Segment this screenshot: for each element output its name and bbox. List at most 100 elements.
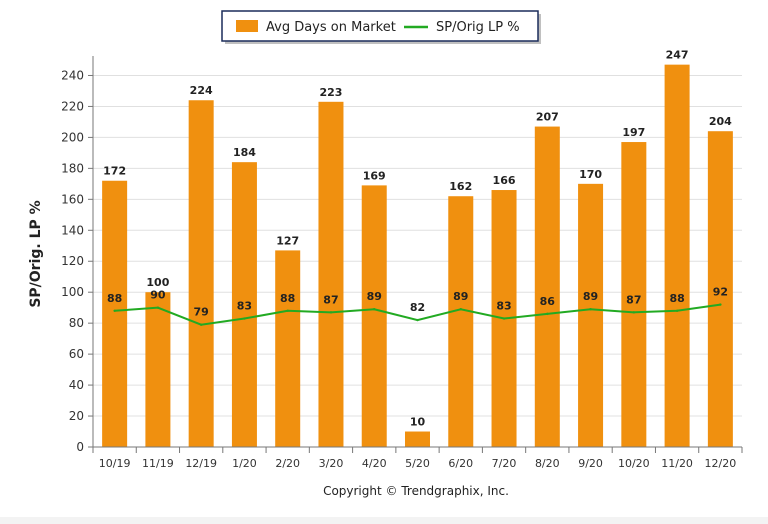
line-value-label: 92	[713, 286, 728, 299]
bar	[664, 64, 690, 448]
x-tick-label: 6/20	[448, 457, 473, 470]
x-axis: 10/19 11/19 12/19 1/20 2/20 3/20 4/20 5/20 6/20 7…	[92, 446, 743, 470]
y-tick-label: 220	[61, 99, 84, 113]
x-tick-label: 7/20	[492, 457, 517, 470]
bar-value-label: 162	[449, 180, 472, 193]
line-point	[502, 317, 506, 320]
line-point	[675, 309, 679, 312]
line-point	[329, 311, 333, 314]
y-tick-label: 0	[76, 440, 84, 454]
y-axis-label: SP/Orig. LP %	[28, 200, 44, 307]
x-tick-label: 12/19	[185, 457, 217, 470]
line-point	[546, 312, 549, 316]
y-tick-label: 80	[69, 316, 84, 330]
y-tick-label: 100	[61, 285, 84, 299]
bar-value-label: 197	[622, 126, 645, 139]
x-tick-label: 3/20	[319, 457, 344, 470]
line-point	[286, 309, 289, 312]
y-tick-label: 200	[61, 130, 84, 144]
bar	[275, 250, 301, 447]
bar	[448, 196, 474, 447]
line-point	[199, 323, 203, 326]
bar-value-label: 169	[363, 169, 386, 182]
bar	[707, 131, 733, 447]
x-tick-label: 2/20	[275, 457, 300, 470]
bar	[534, 126, 560, 448]
line-point	[459, 308, 462, 311]
y-tick-label: 180	[61, 161, 84, 175]
line-value-label: 88	[280, 292, 295, 305]
bar-series	[102, 64, 733, 448]
bottom-strip	[0, 517, 768, 524]
bar	[188, 100, 214, 448]
bar	[578, 183, 604, 447]
legend: Avg Days on Market SP/Orig LP %	[221, 10, 541, 44]
line-point	[373, 308, 376, 311]
line-point	[243, 317, 246, 320]
bar-value-label: 10	[410, 416, 426, 429]
line-value-label: 83	[496, 300, 511, 313]
legend-item-line: SP/Orig LP %	[436, 20, 520, 35]
bar-value-label: 184	[233, 146, 256, 159]
x-tick-label: 10/19	[99, 457, 131, 470]
bar	[361, 185, 387, 447]
line-value-label: 87	[626, 293, 641, 306]
line-point	[113, 309, 116, 312]
line-value-label: 86	[540, 295, 556, 308]
y-tick-label: 20	[69, 409, 84, 423]
line-point	[416, 318, 419, 322]
y-tick-label: 140	[61, 223, 84, 237]
line-value-label: 87	[323, 293, 338, 306]
x-tick-label: 5/20	[405, 457, 430, 470]
bar-value-label: 127	[276, 234, 299, 247]
x-tick-label: 11/20	[661, 457, 693, 470]
copyright-text: Copyright © Trendgraphix, Inc.	[323, 484, 509, 498]
bar-data-labels: 172 100 224 184 127 223 169 10 162 166 207 170 197 24…	[103, 49, 732, 429]
x-tick-label: 4/20	[362, 457, 387, 470]
x-tick-label: 12/20	[705, 457, 737, 470]
line-value-label: 88	[107, 292, 122, 305]
bar	[621, 142, 647, 447]
bar-value-label: 223	[319, 86, 342, 99]
line-data-labels: 88 90 79 83 88 87 89 82 89 83 86 89 87 88 92	[107, 286, 728, 319]
line-value-label: 88	[669, 292, 684, 305]
y-tick-label: 60	[69, 347, 84, 361]
x-tick-label: 10/20	[618, 457, 650, 470]
bar-value-label: 166	[493, 174, 516, 187]
line-point	[719, 303, 722, 306]
bar	[231, 162, 257, 447]
line-point	[589, 308, 592, 311]
line-series	[113, 303, 722, 326]
x-tick-label: 8/20	[535, 457, 560, 470]
bar	[102, 180, 128, 447]
bar-value-label: 207	[536, 111, 559, 124]
bar-value-label: 247	[666, 49, 689, 62]
line-value-label: 89	[367, 290, 382, 303]
y-tick-label: 120	[61, 254, 84, 268]
line-value-label: 89	[453, 290, 468, 303]
line-value-label: 90	[150, 289, 166, 302]
legend-box	[221, 10, 539, 42]
bar-value-label: 170	[579, 168, 602, 181]
legend-bar-swatch	[236, 20, 258, 32]
bar-value-label: 224	[190, 84, 213, 97]
bar	[318, 101, 344, 448]
bar-value-label: 100	[146, 276, 169, 289]
bar	[145, 292, 171, 447]
line-value-label: 79	[194, 306, 209, 319]
x-tick-label: 1/20	[232, 457, 257, 470]
bar-value-label: 204	[709, 115, 732, 128]
line-value-label: 89	[583, 290, 598, 303]
line-point	[156, 306, 160, 309]
y-tick-label: 160	[61, 192, 84, 206]
x-tick-label: 11/19	[142, 457, 174, 470]
bar-value-label: 172	[103, 165, 126, 178]
x-tick-label: 9/20	[578, 457, 603, 470]
legend-item-bars: Avg Days on Market	[266, 20, 396, 35]
line-value-label: 83	[237, 300, 252, 313]
y-tick-label: 40	[69, 378, 84, 392]
y-tick-label: 240	[61, 68, 84, 82]
line-point	[632, 311, 636, 314]
line-value-label: 82	[410, 301, 425, 314]
